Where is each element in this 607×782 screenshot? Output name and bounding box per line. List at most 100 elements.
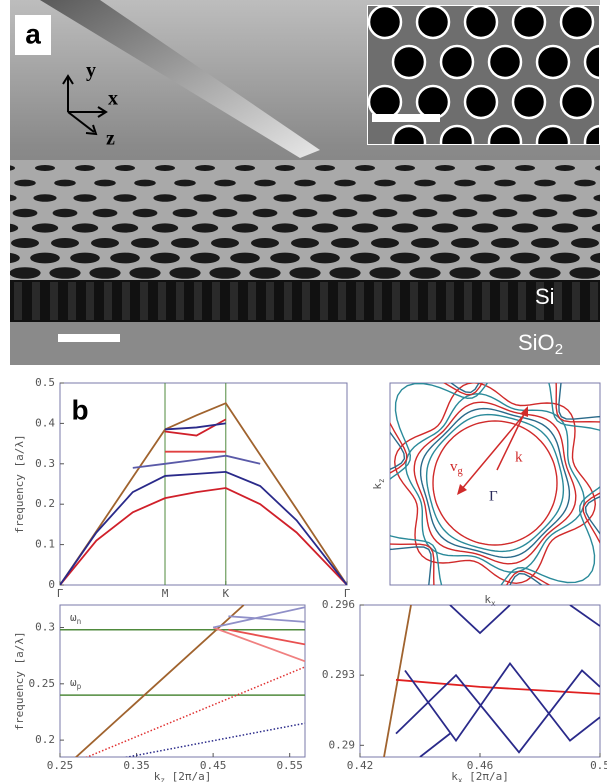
hole	[75, 165, 95, 171]
hole	[369, 267, 401, 279]
contour	[425, 413, 565, 553]
stripe	[320, 282, 328, 320]
hole	[574, 179, 596, 187]
hole	[583, 124, 599, 144]
hole	[292, 208, 318, 218]
subscript: x	[458, 776, 463, 782]
hole	[439, 124, 475, 144]
hole	[49, 267, 81, 279]
hole	[291, 238, 319, 248]
hole	[409, 267, 441, 279]
hole	[550, 252, 580, 264]
hole	[534, 179, 556, 187]
stripe	[374, 282, 382, 320]
stripe	[428, 282, 436, 320]
x-tick-label: 0.55	[276, 759, 303, 772]
hole	[473, 194, 497, 202]
y-tick-label: 0.296	[322, 598, 355, 611]
hole	[71, 223, 99, 233]
y-tick-label: 0.2	[35, 497, 55, 510]
text-part: ω	[70, 611, 77, 624]
hole	[249, 267, 281, 279]
hole	[14, 179, 36, 187]
annotation: k	[515, 449, 523, 465]
stripe	[248, 282, 256, 320]
hole	[569, 267, 600, 279]
x-tick-label: 0.46	[467, 759, 494, 772]
subscript: z	[160, 776, 165, 782]
hole	[230, 252, 260, 264]
hole	[54, 179, 76, 187]
hole	[391, 44, 427, 80]
arrowhead	[457, 484, 467, 495]
contour	[393, 383, 597, 585]
hole	[350, 252, 380, 264]
hole	[92, 208, 118, 218]
hole	[155, 165, 175, 171]
series-line	[419, 732, 451, 757]
axis-name: z	[106, 128, 115, 150]
stripe	[464, 282, 472, 320]
hole	[374, 179, 396, 187]
hole	[174, 179, 196, 187]
hole	[334, 179, 356, 187]
stripe	[410, 282, 418, 320]
series-line	[123, 722, 305, 757]
hole	[35, 165, 55, 171]
hole	[535, 44, 571, 80]
hole	[492, 208, 518, 218]
stripe	[500, 282, 508, 320]
y-tick-label: 0.25	[29, 677, 56, 690]
label: kx [2π/a]	[451, 770, 509, 782]
hole	[355, 165, 375, 171]
label: kz	[371, 478, 386, 489]
substrate	[10, 322, 600, 365]
hole	[211, 238, 239, 248]
series-line	[60, 402, 347, 585]
hole	[415, 84, 451, 120]
subscript: g	[458, 466, 464, 477]
hole	[275, 165, 295, 171]
hole	[452, 208, 478, 218]
hole	[134, 179, 156, 187]
hole	[351, 223, 379, 233]
arrow	[460, 409, 529, 491]
stripe	[122, 282, 130, 320]
hole	[294, 179, 316, 187]
hole	[132, 208, 158, 218]
hole	[311, 223, 339, 233]
hole	[368, 84, 403, 120]
hole	[593, 194, 600, 202]
hole	[439, 44, 475, 80]
hole	[331, 238, 359, 248]
series-line	[132, 454, 261, 469]
hole	[353, 194, 377, 202]
hole	[571, 238, 599, 248]
hole	[10, 223, 19, 233]
hole	[393, 194, 417, 202]
y-tick-label: 0.2	[35, 733, 55, 746]
plot-frame	[59, 604, 306, 758]
hole	[368, 6, 403, 40]
material-label: Si	[535, 284, 555, 309]
hole	[169, 267, 201, 279]
stripe	[572, 282, 580, 320]
hole	[12, 208, 38, 218]
hole	[110, 252, 140, 264]
y-tick-label: 0.3	[35, 621, 55, 634]
stripe	[212, 282, 220, 320]
stripe	[86, 282, 94, 320]
arrow	[496, 409, 527, 471]
hole	[270, 252, 300, 264]
stripe	[50, 282, 58, 320]
contour	[419, 407, 571, 559]
slab-top	[10, 160, 600, 282]
hole	[172, 208, 198, 218]
hole	[449, 267, 481, 279]
label: ωn	[70, 611, 81, 626]
hole	[214, 179, 236, 187]
material-label: SiO2	[518, 330, 563, 358]
stripe	[266, 282, 274, 320]
text-part: k	[154, 770, 161, 782]
axis-name: x	[108, 88, 118, 110]
